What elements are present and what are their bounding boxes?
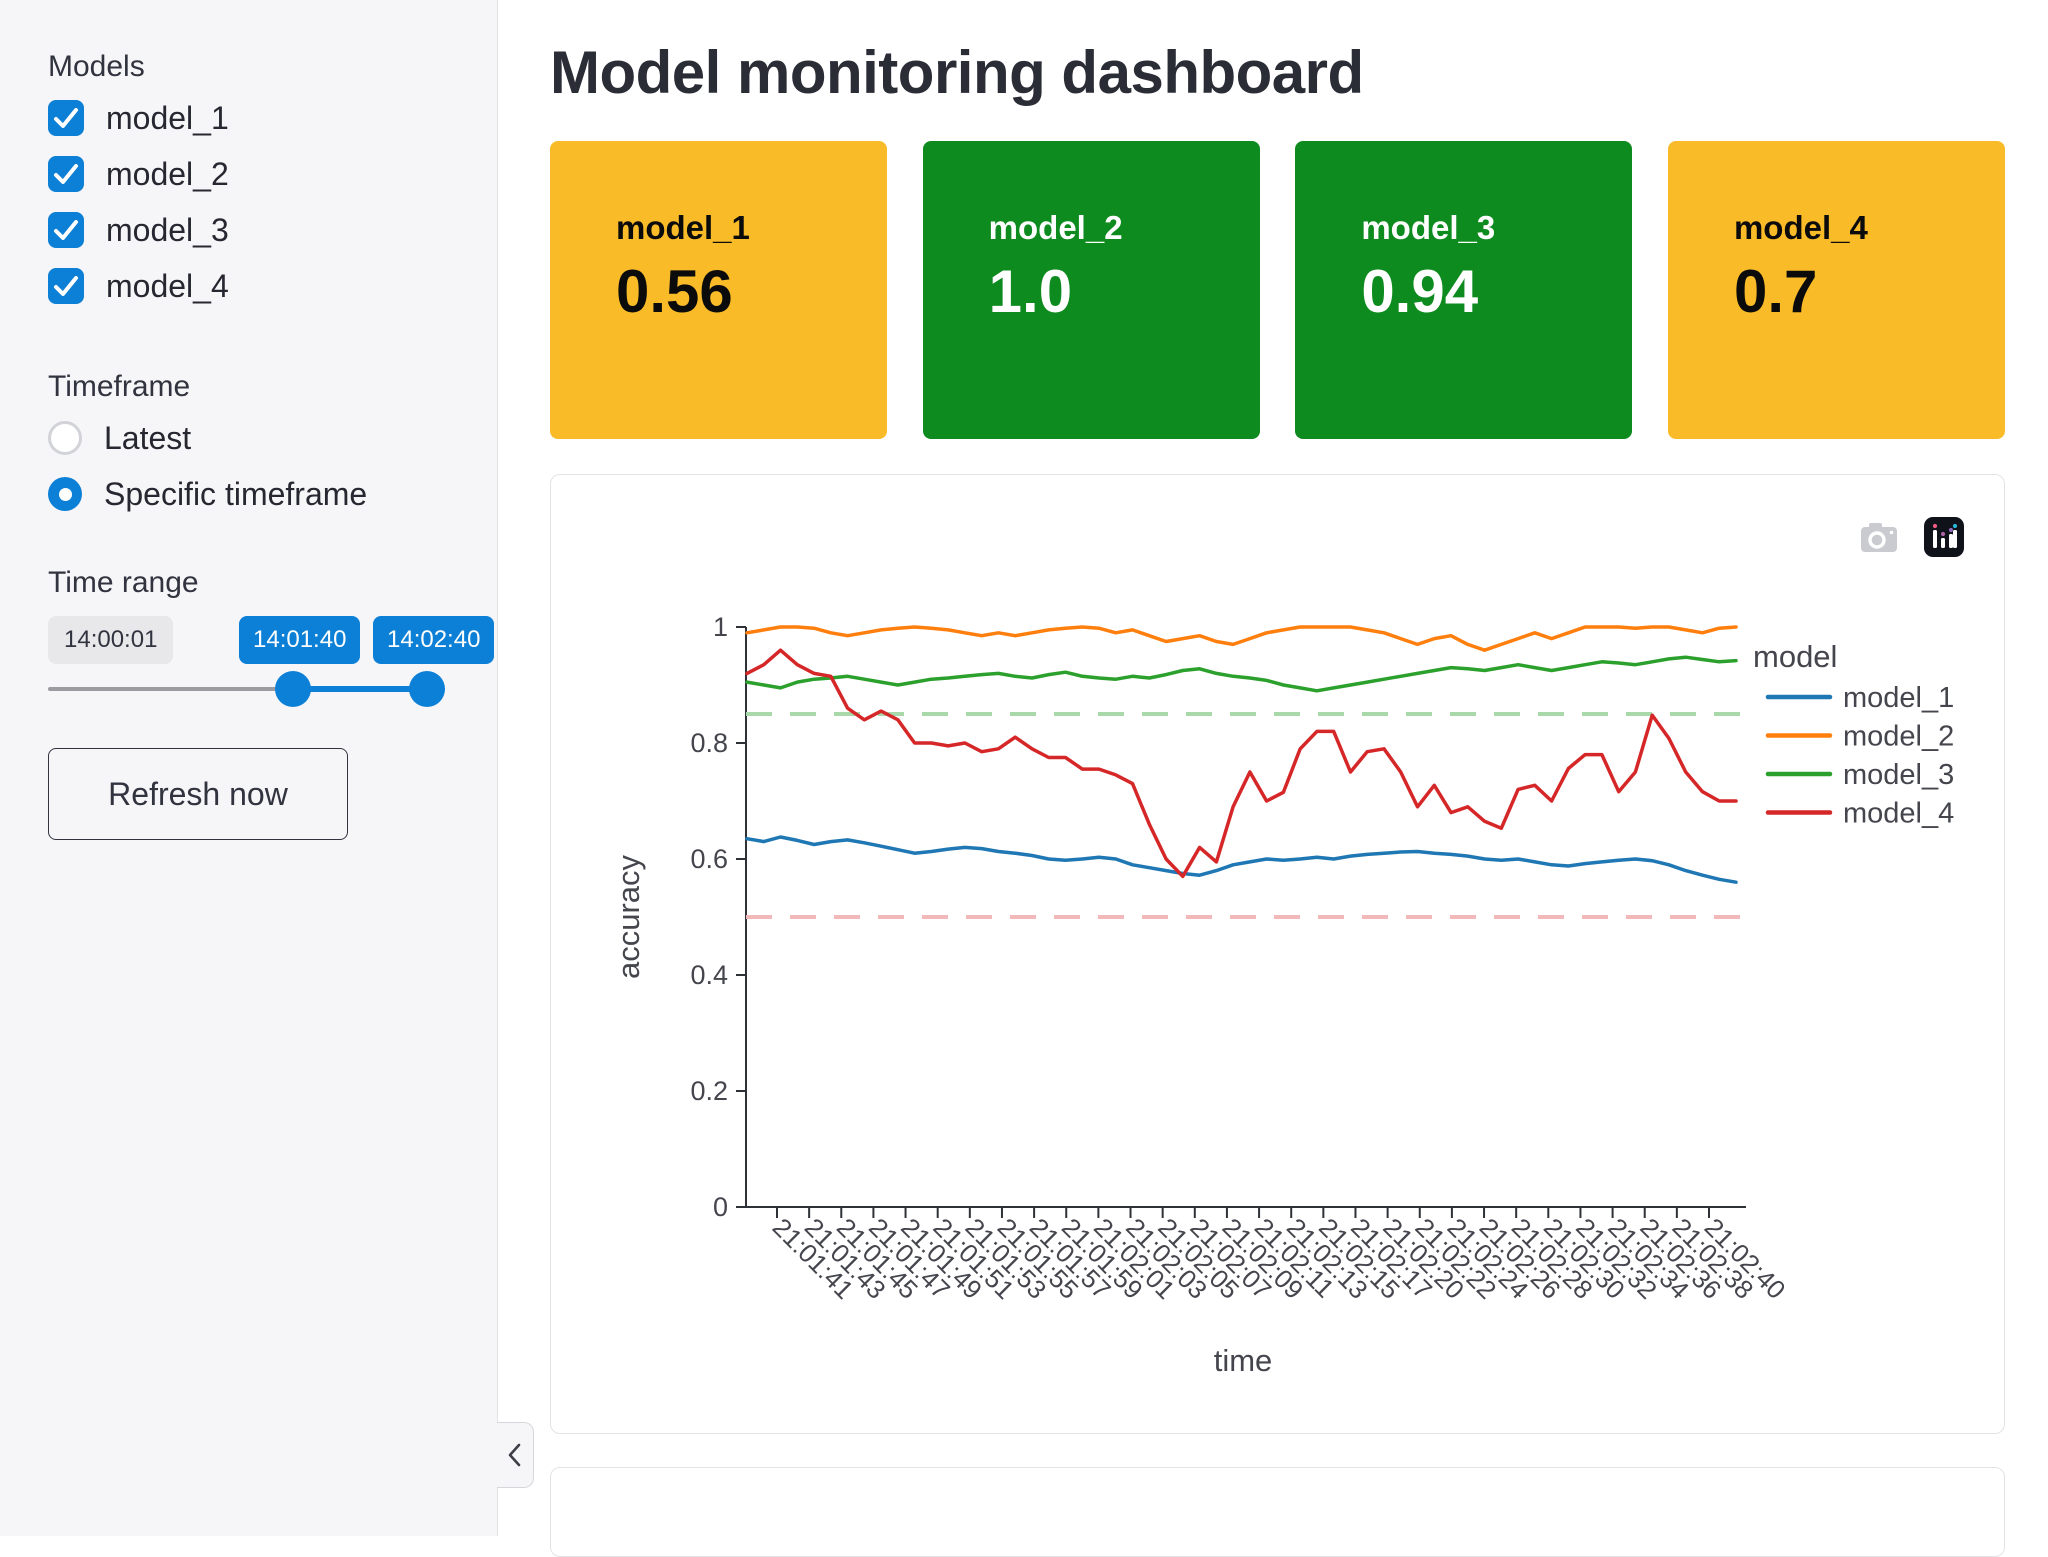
series-line-model_4[interactable] (745, 648, 1738, 879)
checkbox-label: model_4 (106, 267, 229, 304)
camera-icon[interactable] (1858, 519, 1900, 560)
slider-selected-range[interactable] (293, 686, 427, 692)
legend-label-model_4[interactable]: model_4 (1843, 798, 1954, 830)
models-section-label: Models (48, 50, 145, 83)
y-tick-label: 0.8 (690, 728, 728, 758)
metric-card-model_4: model_4 0.7 (1667, 141, 2005, 439)
slider-handle-start[interactable] (275, 671, 311, 707)
metric-label: model_1 (616, 209, 750, 246)
next-section-card (550, 1467, 2005, 1557)
plotly-logo-icon[interactable] (1924, 517, 1964, 562)
series-line-model_3[interactable] (745, 655, 1738, 693)
timeframe-radio-group: Latest Specific timeframe (48, 420, 457, 512)
series-line-model_1[interactable] (745, 835, 1738, 884)
radio-selected-icon[interactable] (48, 477, 82, 511)
radio-label: Specific timeframe (104, 475, 368, 512)
checkbox-row-model_3[interactable]: model_3 (48, 212, 457, 248)
plotly-modebar (1858, 517, 1964, 562)
y-axis-title: accuracy (611, 854, 646, 979)
metric-value: 0.7 (1733, 258, 1818, 325)
slider-min-value: 14:00:01 (48, 616, 174, 664)
page-title: Model monitoring dashboard (550, 39, 1364, 106)
radio-row-latest[interactable]: Latest (48, 420, 457, 456)
metric-label: model_4 (1733, 209, 1868, 246)
checkbox-row-model_4[interactable]: model_4 (48, 268, 457, 304)
metric-card-model_2: model_2 1.0 (922, 141, 1260, 439)
timeframe-section-label: Timeframe (48, 370, 191, 403)
checkbox-label: model_1 (106, 99, 229, 136)
slider-end-value: 14:02:40 (373, 616, 495, 664)
metric-value: 0.94 (1361, 258, 1479, 325)
radio-unselected-icon[interactable] (48, 421, 82, 455)
slider-track[interactable] (48, 687, 445, 691)
time-range-slider[interactable]: 14:00:01 14:01:40 14:02:40 (48, 616, 495, 734)
checkbox-label: model_3 (106, 211, 229, 248)
checkbox-checked-icon[interactable] (48, 100, 84, 136)
checkbox-row-model_2[interactable]: model_2 (48, 156, 457, 192)
sidebar: Models model_1 model_2 model_3 model_4 Time… (0, 0, 498, 1536)
refresh-now-button[interactable]: Refresh now (48, 748, 348, 840)
accuracy-chart-card: 0 0.2 0.4 0.6 0.8 1 21:01:41 21:01:43 21:01:45 21… (550, 474, 2005, 1434)
time-range-label: Time range (48, 566, 199, 599)
series-line-model_2[interactable] (745, 625, 1738, 652)
metric-label: model_2 (988, 209, 1123, 246)
model-checkbox-group: model_1 model_2 model_3 model_4 (48, 100, 457, 304)
legend-label-model_3[interactable]: model_3 (1843, 759, 1954, 791)
checkbox-row-model_1[interactable]: model_1 (48, 100, 457, 136)
metric-value: 0.56 (616, 258, 733, 325)
metric-cards-row: model_1 0.56 model_2 1.0 model_3 0.94 model_4 0… (550, 141, 2005, 439)
metric-value: 1.0 (988, 258, 1073, 325)
chevron-left-icon (508, 1443, 521, 1467)
metric-card-model_1: model_1 0.56 (550, 141, 887, 439)
checkbox-label: model_2 (106, 155, 229, 192)
checkbox-checked-icon[interactable] (48, 156, 84, 192)
y-tick-label: 0.4 (690, 960, 728, 990)
main-content: Model monitoring dashboard model_1 0.56 mo… (498, 0, 2048, 1557)
y-tick-label: 0.6 (690, 844, 728, 874)
radio-label: Latest (104, 419, 192, 456)
radio-row-specific-timeframe[interactable]: Specific timeframe (48, 476, 457, 512)
y-tick-label: 1 (713, 612, 728, 642)
y-tick-label: 0 (713, 1192, 728, 1222)
y-tick-label: 0.2 (690, 1076, 728, 1106)
metric-label: model_3 (1361, 209, 1496, 246)
x-axis-title: time (1214, 1343, 1273, 1378)
accuracy-line-chart[interactable]: 00.20.40.60.8121:01:4121:01:4321:01:4521… (551, 475, 2006, 1435)
slider-start-value: 14:01:40 (239, 616, 361, 664)
legend-label-model_2[interactable]: model_2 (1843, 721, 1954, 753)
slider-handle-end[interactable] (409, 671, 445, 707)
legend-label-model_1[interactable]: model_1 (1843, 682, 1954, 714)
sidebar-collapse-button[interactable] (497, 1422, 534, 1488)
legend-title: model (1753, 639, 1837, 674)
checkbox-checked-icon[interactable] (48, 268, 84, 304)
checkbox-checked-icon[interactable] (48, 212, 84, 248)
metric-card-model_3: model_3 0.94 (1295, 141, 1633, 439)
